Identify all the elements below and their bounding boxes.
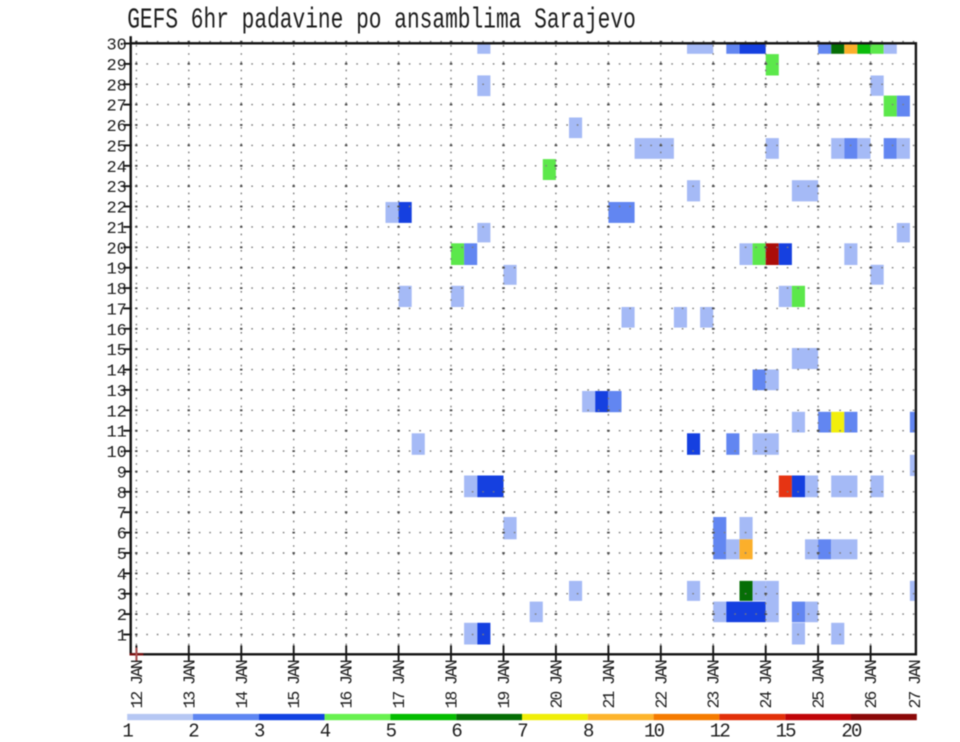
- svg-text:20: 20: [106, 240, 126, 259]
- svg-text:11: 11: [106, 424, 126, 443]
- svg-text:7: 7: [117, 505, 127, 524]
- svg-text:3: 3: [254, 720, 265, 742]
- svg-text:17: 17: [106, 301, 126, 320]
- svg-text:7: 7: [517, 720, 527, 742]
- svg-text:20: 20: [841, 720, 862, 742]
- svg-text:12: 12: [106, 403, 126, 422]
- svg-text:25: 25: [106, 138, 126, 157]
- svg-text:13 JAN: 13 JAN: [180, 660, 199, 708]
- svg-text:22 JAN: 22 JAN: [652, 660, 671, 708]
- svg-text:4: 4: [320, 720, 331, 742]
- svg-text:15: 15: [106, 342, 126, 361]
- svg-text:21 JAN: 21 JAN: [600, 660, 619, 708]
- svg-text:8: 8: [117, 485, 127, 504]
- svg-text:2: 2: [117, 607, 127, 626]
- svg-text:20 JAN: 20 JAN: [547, 660, 566, 708]
- svg-text:19 JAN: 19 JAN: [495, 660, 514, 708]
- svg-text:28: 28: [106, 77, 126, 96]
- svg-text:17 JAN: 17 JAN: [390, 660, 409, 708]
- svg-text:12: 12: [710, 720, 731, 742]
- svg-text:26: 26: [106, 118, 126, 137]
- svg-text:12 JAN: 12 JAN: [128, 660, 147, 708]
- svg-text:5: 5: [386, 720, 397, 742]
- svg-text:23 JAN: 23 JAN: [705, 660, 724, 708]
- svg-text:5: 5: [117, 546, 127, 565]
- svg-text:1: 1: [122, 720, 133, 742]
- svg-text:14 JAN: 14 JAN: [233, 660, 252, 708]
- svg-text:14: 14: [106, 363, 126, 382]
- svg-text:18: 18: [106, 281, 126, 300]
- svg-text:10: 10: [106, 444, 126, 463]
- svg-text:29: 29: [106, 57, 126, 76]
- svg-text:6: 6: [451, 720, 462, 742]
- svg-text:19: 19: [106, 261, 126, 280]
- svg-text:1: 1: [117, 628, 127, 647]
- svg-text:10: 10: [644, 720, 665, 742]
- svg-text:21: 21: [106, 220, 126, 239]
- svg-text:2: 2: [188, 720, 199, 742]
- svg-text:16: 16: [106, 322, 126, 341]
- svg-text:6: 6: [117, 526, 127, 545]
- svg-text:22: 22: [106, 200, 126, 219]
- svg-text:27 JAN: 27 JAN: [906, 660, 925, 708]
- svg-text:8: 8: [583, 720, 594, 742]
- svg-text:3: 3: [117, 587, 127, 606]
- svg-text:18 JAN: 18 JAN: [443, 660, 462, 708]
- svg-text:GEFS 6hr padavine po ansamblim: GEFS 6hr padavine po ansamblima Sarajevo: [127, 4, 636, 37]
- svg-text:13: 13: [106, 383, 126, 402]
- svg-text:26 JAN: 26 JAN: [862, 660, 881, 708]
- svg-text:23: 23: [106, 179, 126, 198]
- svg-text:30: 30: [106, 37, 126, 56]
- svg-text:4: 4: [117, 566, 127, 585]
- svg-text:24 JAN: 24 JAN: [757, 660, 776, 708]
- svg-text:24: 24: [106, 159, 126, 178]
- svg-text:15 JAN: 15 JAN: [285, 660, 304, 708]
- svg-text:27: 27: [106, 98, 126, 117]
- svg-text:15: 15: [776, 720, 797, 742]
- svg-text:25 JAN: 25 JAN: [810, 660, 829, 708]
- svg-text:16 JAN: 16 JAN: [338, 660, 357, 708]
- svg-text:9: 9: [117, 465, 127, 484]
